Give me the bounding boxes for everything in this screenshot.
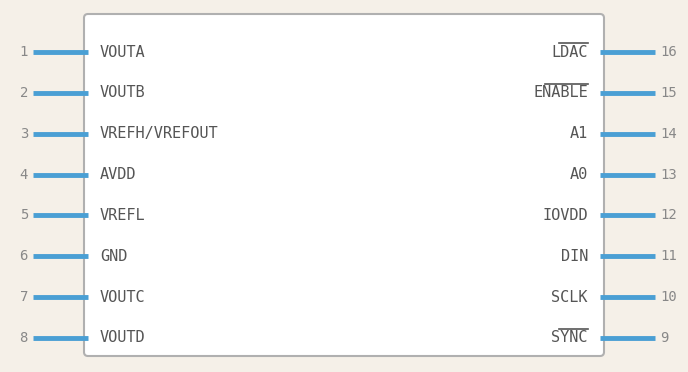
- Text: SCLK: SCLK: [552, 290, 588, 305]
- Text: VOUTD: VOUTD: [100, 330, 146, 346]
- Text: VOUTB: VOUTB: [100, 85, 146, 100]
- Text: IOVDD: IOVDD: [542, 208, 588, 223]
- Text: 2: 2: [20, 86, 28, 100]
- Text: 11: 11: [660, 249, 677, 263]
- Text: SYNC: SYNC: [552, 330, 588, 346]
- Text: 16: 16: [660, 45, 677, 59]
- FancyBboxPatch shape: [84, 14, 604, 356]
- Text: VOUTC: VOUTC: [100, 290, 146, 305]
- Text: 10: 10: [660, 290, 677, 304]
- Text: VREFH/VREFOUT: VREFH/VREFOUT: [100, 126, 219, 141]
- Text: VOUTA: VOUTA: [100, 45, 146, 60]
- Text: A0: A0: [570, 167, 588, 182]
- Text: GND: GND: [100, 249, 127, 264]
- Text: 14: 14: [660, 127, 677, 141]
- Text: 6: 6: [20, 249, 28, 263]
- Text: A1: A1: [570, 126, 588, 141]
- Text: 13: 13: [660, 167, 677, 182]
- Text: ENABLE: ENABLE: [533, 85, 588, 100]
- Text: 3: 3: [20, 127, 28, 141]
- Text: 12: 12: [660, 208, 677, 222]
- Text: 9: 9: [660, 331, 668, 345]
- Text: 1: 1: [20, 45, 28, 59]
- Text: AVDD: AVDD: [100, 167, 136, 182]
- Text: 4: 4: [20, 167, 28, 182]
- Text: 7: 7: [20, 290, 28, 304]
- Text: 5: 5: [20, 208, 28, 222]
- Text: 15: 15: [660, 86, 677, 100]
- Text: VREFL: VREFL: [100, 208, 146, 223]
- Text: LDAC: LDAC: [552, 45, 588, 60]
- Text: 8: 8: [20, 331, 28, 345]
- Text: DIN: DIN: [561, 249, 588, 264]
